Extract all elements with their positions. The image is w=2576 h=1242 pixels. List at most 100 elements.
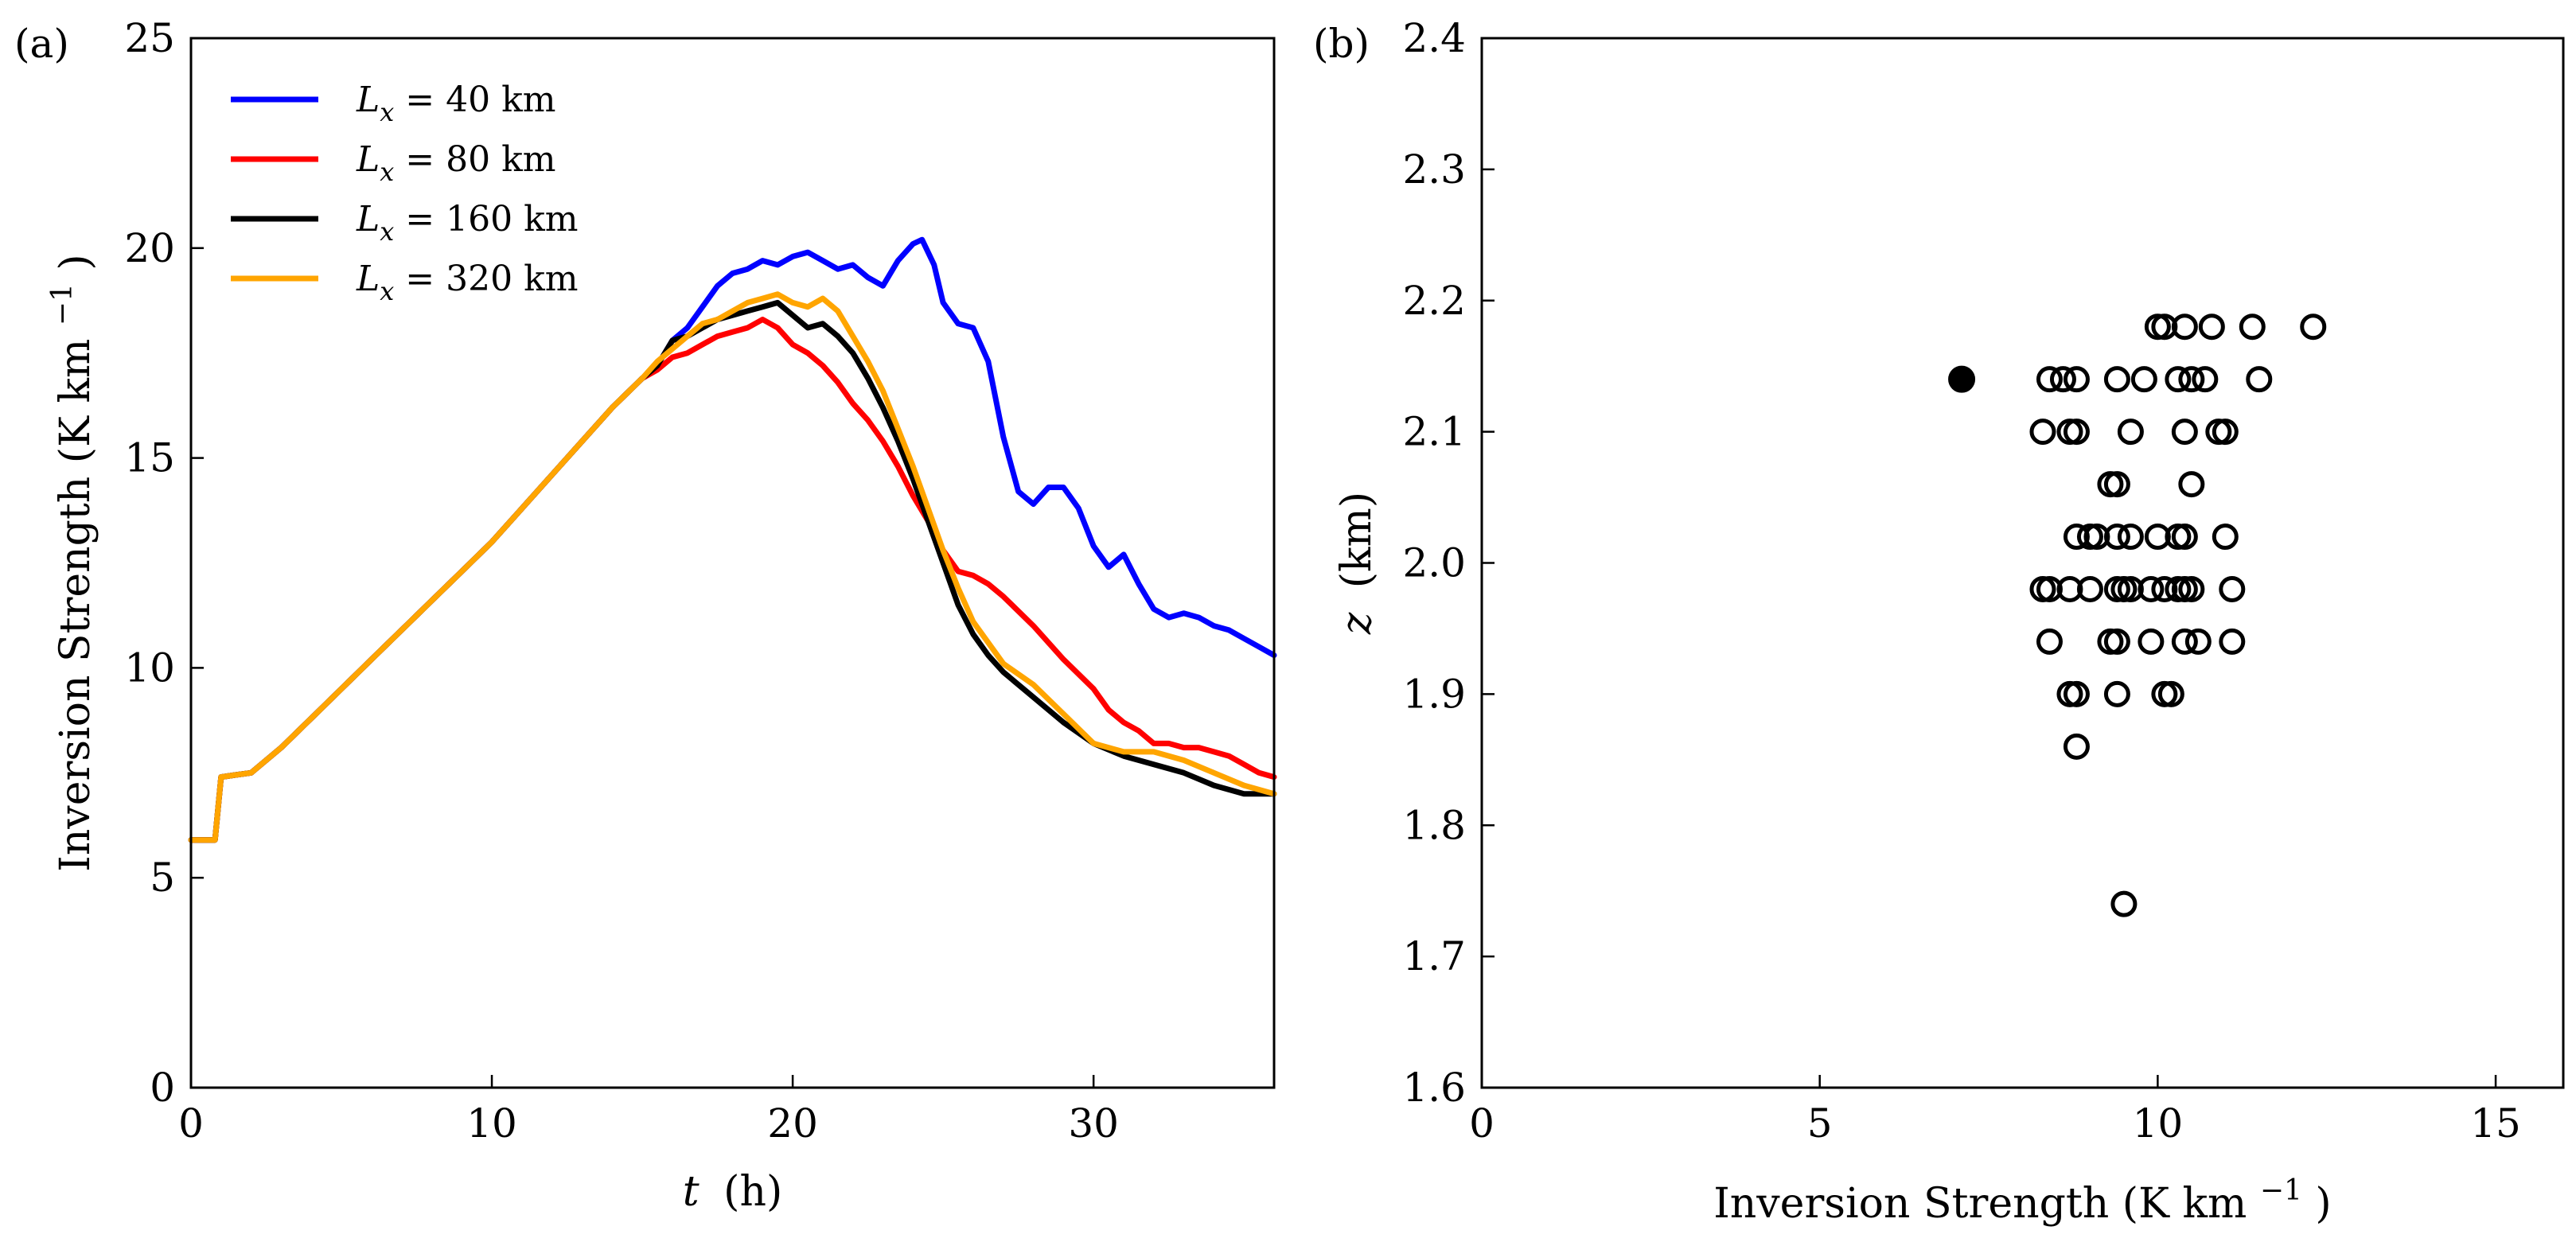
panel-a-x-tick-label: 0 <box>178 1100 204 1147</box>
scatter-point-open <box>2219 575 2246 602</box>
scatter-point-open <box>2171 419 2198 446</box>
panel-a-y-tick-label: 5 <box>150 855 175 901</box>
scatter-point-open <box>2178 471 2205 498</box>
scatter-point-open <box>2157 680 2184 707</box>
series-line-4 <box>188 291 1277 843</box>
panel-a-y-tick-label: 15 <box>124 435 175 481</box>
panel-a-line-chart: (a) 0 10 20 30 0 5 10 15 20 25 t (h) Inversion S… <box>14 15 1277 1216</box>
scatter-point-filled <box>1948 365 1976 393</box>
scatter-point-open <box>2138 628 2165 655</box>
legend-var: L <box>356 139 380 180</box>
scatter-point-open <box>2212 419 2239 446</box>
scatter-point-open <box>2103 680 2130 707</box>
panel-b-y-tick-label: 2.0 <box>1402 540 1466 586</box>
legend-rest: = 320 km <box>394 259 578 299</box>
scatter-point-open <box>2103 628 2130 655</box>
scatter-point-open <box>2063 524 2090 551</box>
legend-sub: x <box>380 216 394 247</box>
scatter-point-open <box>2076 575 2103 602</box>
scatter-point-open <box>2036 575 2063 602</box>
legend-entry-1: Lx = 40 km <box>356 80 555 127</box>
panel-b-scatter-chart: (b) 0 5 10 15 1.6 1.7 1.8 1.9 2.0 2.1 2.2 2.3 2.4 I… <box>1313 15 2565 1228</box>
scatter-point-open <box>2171 313 2198 341</box>
panel-a-y-tick-label: 10 <box>124 644 175 691</box>
panel-b-y-tick-label: 1.8 <box>1402 802 1466 848</box>
panel-b-y-tick-label: 2.3 <box>1402 146 1466 193</box>
panel-b-plot-area <box>1948 313 2327 917</box>
legend-var: L <box>356 80 380 120</box>
scatter-point-open <box>2138 575 2165 602</box>
scatter-point-open <box>2198 313 2225 341</box>
scatter-point-open <box>2117 575 2144 602</box>
panel-b-y-tick-label: 1.7 <box>1402 933 1466 979</box>
panel-b-y-tick-label: 2.2 <box>1402 278 1466 324</box>
legend-rest: = 80 km <box>394 139 555 180</box>
panel-b-y-tick-label: 2.1 <box>1402 409 1466 455</box>
panel-a-x-ticks: 0 10 20 30 <box>178 1075 1119 1147</box>
scatter-point-open <box>2300 313 2327 341</box>
scatter-point-open <box>2036 628 2063 655</box>
scatter-point-open <box>2130 366 2157 393</box>
panel-a-label: (a) <box>14 21 69 67</box>
scatter-point-open <box>2192 366 2219 393</box>
panel-b-x-label-close: ) <box>2315 1180 2331 1228</box>
scatter-point-open <box>2117 524 2144 551</box>
scatter-point-open <box>2171 524 2198 551</box>
panel-a-x-var: t <box>683 1168 700 1216</box>
panel-a-y-axis-title: Inversion Strength (K km −1 ) <box>34 254 99 871</box>
legend-var: L <box>356 259 380 299</box>
panel-b-axes-frame <box>1480 37 2565 1089</box>
scatter-point-open <box>2063 733 2090 760</box>
legend-var: L <box>356 199 380 239</box>
panel-b-y-unit: (km) <box>1333 492 1381 588</box>
scatter-point-open <box>2117 419 2144 446</box>
scatter-point-open <box>2063 419 2090 446</box>
legend-entry-2: Lx = 80 km <box>356 139 555 187</box>
panel-a-x-axis-title: t (h) <box>683 1168 783 1216</box>
panel-a-y-label-text: Inversion Strength (K km <box>52 339 99 872</box>
legend-entry-3: Lx = 160 km <box>356 199 578 247</box>
legend-sub: x <box>380 157 394 187</box>
panel-a-y-label-close: ) <box>52 254 99 270</box>
panel-b-x-label-sup: −1 <box>2260 1174 2302 1207</box>
panel-b-y-var: z <box>1333 612 1381 635</box>
panel-a-x-tick-label: 30 <box>1068 1100 1119 1147</box>
panel-b-x-tick-label: 15 <box>2470 1100 2521 1147</box>
scatter-point-open <box>2056 575 2083 602</box>
scatter-point-open <box>2178 575 2205 602</box>
panel-b-x-label-text: Inversion Strength (K km <box>1713 1180 2247 1228</box>
scatter-point-open <box>2036 366 2063 393</box>
scatter-point-open <box>2165 366 2192 393</box>
series-line-2 <box>188 317 1277 843</box>
panel-b-y-tick-label: 1.6 <box>1402 1065 1466 1111</box>
panel-a-x-tick-label: 10 <box>466 1100 517 1147</box>
legend-entry-4: Lx = 320 km <box>356 259 578 306</box>
panel-a-x-unit: (h) <box>723 1168 782 1216</box>
scatter-point-open <box>2083 524 2110 551</box>
panel-b-y-tick-label: 2.4 <box>1402 15 1466 61</box>
scatter-point-open <box>2171 628 2198 655</box>
panel-a-axes-frame <box>189 37 1276 1089</box>
scatter-point-open <box>2219 628 2246 655</box>
legend-sub: x <box>380 276 394 306</box>
scatter-point-open <box>2239 313 2266 341</box>
legend-rest: = 160 km <box>394 199 578 239</box>
scatter-point-open <box>2103 366 2130 393</box>
legend-sub: x <box>380 97 394 127</box>
panel-b-y-tick-label: 1.9 <box>1402 671 1466 717</box>
panel-a-plot-area <box>188 236 1277 843</box>
panel-a-x-tick-label: 20 <box>767 1100 818 1147</box>
panel-b-y-axis-title: z (km) <box>1333 492 1381 635</box>
panel-a-y-ticks: 0 5 10 15 20 25 <box>124 15 204 1111</box>
panel-b-x-tick-label: 10 <box>2133 1100 2184 1147</box>
legend-rest: = 40 km <box>394 80 555 120</box>
panel-a-y-tick-label: 0 <box>150 1065 175 1111</box>
scatter-point-open <box>2049 366 2076 393</box>
panel-b-x-tick-label: 0 <box>1469 1100 1495 1147</box>
scatter-point-open <box>2212 524 2239 551</box>
scatter-point-open <box>2063 680 2090 707</box>
scatter-point-open <box>2144 524 2171 551</box>
scatter-point-open <box>2103 471 2130 498</box>
